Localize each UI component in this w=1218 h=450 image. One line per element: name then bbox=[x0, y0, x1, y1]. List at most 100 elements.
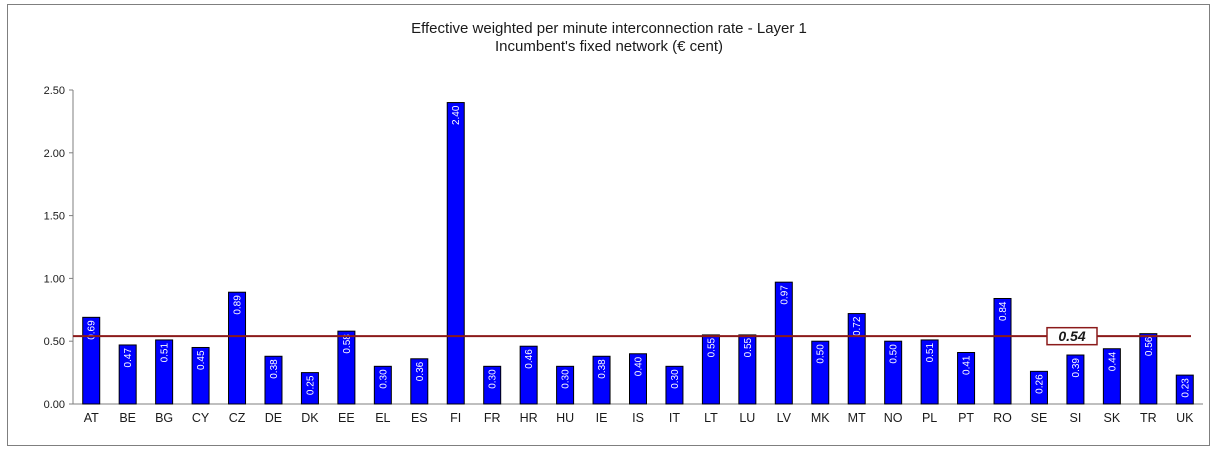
data-label: 0.26 bbox=[1034, 374, 1045, 394]
x-tick-label: LV bbox=[777, 411, 792, 425]
bar-se bbox=[1029, 370, 1048, 405]
data-label: 0.58 bbox=[342, 334, 353, 354]
bar-fi bbox=[446, 102, 465, 405]
data-label: 0.45 bbox=[196, 350, 207, 370]
bar-lv bbox=[774, 281, 793, 405]
data-label: 0.41 bbox=[962, 355, 973, 375]
bar-mk bbox=[811, 340, 830, 405]
data-label: 0.44 bbox=[1107, 351, 1118, 371]
bar-cz bbox=[228, 291, 247, 405]
chart-title: Effective weighted per minute interconne… bbox=[411, 20, 807, 37]
bar-sk bbox=[1102, 348, 1121, 405]
data-label: 0.30 bbox=[378, 369, 389, 389]
x-tick-label: SI bbox=[1070, 411, 1082, 425]
data-label: 0.50 bbox=[816, 344, 827, 364]
data-label: 0.23 bbox=[1180, 378, 1191, 398]
data-label: 0.38 bbox=[269, 359, 280, 379]
data-label: 2.40 bbox=[451, 105, 462, 125]
x-tick-label: DE bbox=[265, 411, 282, 425]
bar-no bbox=[884, 340, 903, 405]
data-label: 0.25 bbox=[305, 375, 316, 395]
y-tick-label: 1.00 bbox=[44, 273, 65, 285]
bar-pl bbox=[920, 339, 939, 405]
bar-it bbox=[665, 365, 684, 405]
data-label: 0.84 bbox=[998, 301, 1009, 321]
data-label: 0.50 bbox=[889, 344, 900, 364]
data-label: 0.97 bbox=[779, 285, 790, 305]
bar-is bbox=[629, 353, 647, 405]
data-label: 0.47 bbox=[123, 348, 134, 368]
data-label: 0.40 bbox=[634, 356, 645, 376]
bar-de bbox=[264, 355, 283, 405]
x-tick-label: CY bbox=[192, 411, 210, 425]
x-tick-label: CZ bbox=[229, 411, 246, 425]
x-tick-label: TR bbox=[1140, 411, 1157, 425]
average-label-box bbox=[1046, 326, 1098, 346]
bar-es bbox=[410, 358, 429, 405]
bar-dk bbox=[300, 372, 319, 405]
bar-ee bbox=[337, 330, 356, 405]
x-tick-label: FI bbox=[450, 411, 461, 425]
x-tick-label: LT bbox=[704, 411, 718, 425]
x-tick-label: IT bbox=[669, 411, 680, 425]
x-tick-label: BE bbox=[119, 411, 136, 425]
bar-at bbox=[82, 316, 101, 405]
bar-lt bbox=[701, 334, 720, 405]
bar-fr bbox=[483, 365, 502, 405]
bar-bg bbox=[155, 339, 174, 405]
data-label: 0.55 bbox=[743, 337, 754, 357]
data-label: 0.51 bbox=[160, 343, 171, 363]
data-label: 0.51 bbox=[925, 343, 936, 363]
bar-el bbox=[373, 365, 392, 405]
x-tick-label: LU bbox=[739, 411, 755, 425]
bar-cy bbox=[191, 346, 210, 405]
x-tick-label: EE bbox=[338, 411, 355, 425]
chart-subtitle: Incumbent's fixed network (€ cent) bbox=[495, 38, 723, 55]
data-label: 0.72 bbox=[852, 316, 863, 336]
x-tick-label: HU bbox=[556, 411, 574, 425]
data-label: 0.30 bbox=[488, 369, 499, 389]
x-tick-label: PL bbox=[922, 411, 937, 425]
bar-hr bbox=[519, 345, 538, 405]
x-tick-label: EL bbox=[375, 411, 390, 425]
x-tick-label: IE bbox=[596, 411, 608, 425]
data-label: 0.69 bbox=[87, 320, 98, 340]
data-label: 0.30 bbox=[670, 369, 681, 389]
x-tick-label: RO bbox=[993, 411, 1012, 425]
bar-si bbox=[1066, 354, 1085, 405]
x-tick-label: HR bbox=[520, 411, 538, 425]
x-tick-label: ES bbox=[411, 411, 428, 425]
data-label: 0.89 bbox=[233, 295, 244, 315]
x-tick-label: NO bbox=[884, 411, 903, 425]
y-tick-label: 2.50 bbox=[44, 85, 65, 97]
bar-lu bbox=[738, 334, 757, 405]
bar-tr bbox=[1139, 333, 1158, 405]
y-tick-label: 0.00 bbox=[44, 399, 65, 411]
bar-ie bbox=[592, 355, 611, 405]
data-label: 0.36 bbox=[415, 361, 426, 381]
x-tick-label: DK bbox=[301, 411, 319, 425]
data-label: 0.55 bbox=[706, 337, 717, 357]
x-tick-label: FR bbox=[484, 411, 501, 425]
x-tick-label: PT bbox=[958, 411, 974, 425]
data-label: 0.38 bbox=[597, 359, 608, 379]
x-tick-label: SK bbox=[1104, 411, 1121, 425]
x-tick-label: IS bbox=[632, 411, 644, 425]
x-tick-label: SE bbox=[1031, 411, 1048, 425]
x-tick-label: MT bbox=[848, 411, 866, 425]
average-label: 0.54 bbox=[1058, 328, 1085, 344]
bar-hu bbox=[556, 365, 575, 405]
x-tick-label: MK bbox=[811, 411, 830, 425]
y-tick-label: 0.50 bbox=[44, 336, 65, 348]
data-label: 0.30 bbox=[561, 369, 572, 389]
bar-uk bbox=[1175, 374, 1194, 405]
data-label: 0.39 bbox=[1071, 358, 1082, 378]
bar-be bbox=[118, 344, 137, 405]
x-tick-label: BG bbox=[155, 411, 173, 425]
bar-ro bbox=[993, 297, 1012, 405]
x-tick-label: AT bbox=[84, 411, 99, 425]
y-tick-label: 2.00 bbox=[44, 148, 65, 160]
x-tick-label: UK bbox=[1176, 411, 1194, 425]
y-tick-label: 1.50 bbox=[44, 211, 65, 223]
